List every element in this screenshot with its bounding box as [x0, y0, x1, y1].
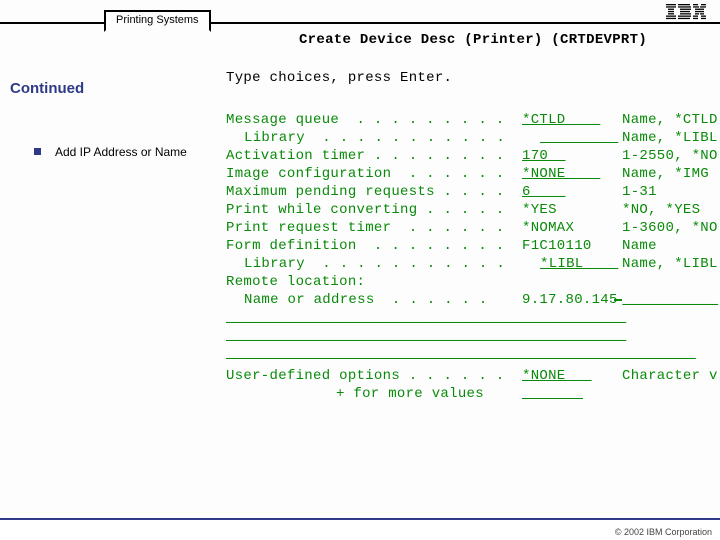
field-label: Activation timer . . . . . . . .	[226, 148, 504, 164]
user-options-label: User-defined options . . . . . .	[226, 368, 504, 384]
field-label: Library . . . . . . . . . . .	[244, 256, 505, 272]
bullet-text: Add IP Address or Name	[55, 144, 187, 160]
user-options-value[interactable]: *NONE	[522, 368, 592, 384]
field-value[interactable]: *LIBL	[540, 256, 618, 272]
bullet-item: Add IP Address or Name	[34, 144, 187, 160]
field-help: Name, *LIBL	[622, 256, 718, 272]
continuation-line[interactable]: ________________________________________…	[226, 328, 626, 344]
field-label: Library . . . . . . . . . . .	[244, 130, 505, 146]
field-value[interactable]: *CTLD	[522, 112, 600, 128]
field-help: 1-31	[622, 184, 657, 200]
remote-name-label: Name or address . . . . . .	[244, 292, 488, 308]
field-help: *NO, *YES	[622, 202, 700, 218]
field-value[interactable]: *YES	[522, 202, 557, 218]
field-help: Name, *IMG	[622, 166, 709, 182]
field-label: Message queue . . . . . . . . .	[226, 112, 504, 128]
terminal-hint: Type choices, press Enter.	[226, 70, 452, 86]
field-help: Name	[622, 238, 657, 254]
remote-location-label: Remote location:	[226, 274, 365, 290]
field-label: Maximum pending requests . . . .	[226, 184, 504, 200]
bullet-square-icon	[34, 148, 41, 155]
ibm-logo-icon	[666, 4, 706, 20]
field-help: Name, *LIBL	[622, 130, 718, 146]
field-value[interactable]: F1C10110	[522, 238, 592, 254]
field-value[interactable]: *NONE	[522, 166, 600, 182]
footer: © 2002 IBM Corporation	[0, 520, 720, 540]
field-value[interactable]: *NOMAX	[522, 220, 574, 236]
field-label: Print while converting . . . . .	[226, 202, 504, 218]
field-label: Form definition . . . . . . . .	[226, 238, 504, 254]
field-help: 1-3600, *NO	[622, 220, 718, 236]
continuation-line[interactable]: ________________________________________…	[226, 310, 626, 326]
remote-name-value[interactable]: 9.17.80.145	[522, 292, 618, 308]
field-help: Name, *CTLD	[622, 112, 718, 128]
user-options-help: Character v	[622, 368, 718, 384]
continued-heading: Continued	[10, 80, 84, 97]
remote-name-cursor: ___________	[614, 292, 718, 308]
more-values-value[interactable]	[522, 386, 583, 402]
header-tab[interactable]: Printing Systems	[104, 10, 211, 32]
field-label: Image configuration . . . . . .	[226, 166, 504, 182]
terminal-screen: Create Device Desc (Printer) (CRTDEVPRT)…	[226, 24, 720, 484]
terminal-title: Create Device Desc (Printer) (CRTDEVPRT)	[226, 32, 720, 48]
more-values-label: + for more values	[336, 386, 484, 402]
field-help: 1-2550, *NO	[622, 148, 718, 164]
copyright-text: © 2002 IBM Corporation	[615, 527, 712, 537]
field-value[interactable]	[540, 130, 618, 146]
field-value[interactable]: 170	[522, 148, 566, 164]
field-value[interactable]: 6	[522, 184, 566, 200]
header: Printing Systems	[0, 0, 720, 24]
continuation-line[interactable]: ________________________________________…	[226, 346, 696, 362]
field-label: Print request timer . . . . . .	[226, 220, 504, 236]
left-pane: Continued Add IP Address or Name	[0, 24, 220, 504]
